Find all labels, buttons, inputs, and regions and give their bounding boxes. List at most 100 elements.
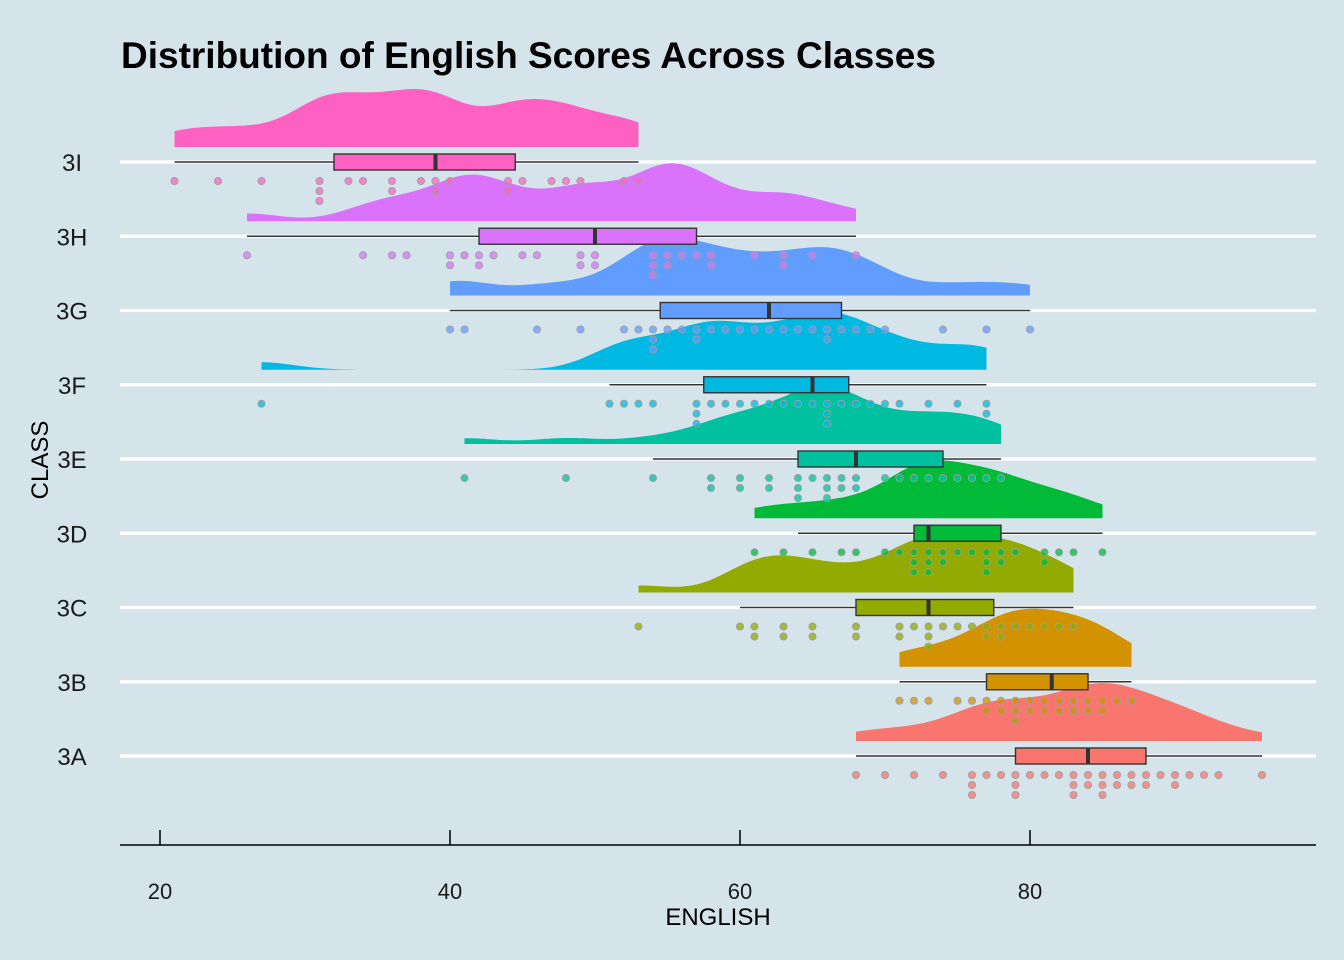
data-point-3e-20: [880, 473, 890, 483]
data-point-3a-15: [1069, 770, 1078, 780]
data-point-3a-22: [1098, 790, 1107, 800]
data-point-3d-13: [938, 548, 948, 557]
data-point-3b-14: [1040, 696, 1049, 705]
data-point-3i-3: [315, 176, 324, 186]
data-point-3c-21: [996, 622, 1006, 631]
data-point-3b-13: [1025, 706, 1035, 715]
density-cloud-3e: [464, 386, 1001, 444]
data-point-3g-11: [692, 325, 701, 334]
data-point-3h-23: [706, 251, 716, 260]
data-point-3b-9: [1011, 696, 1020, 705]
data-point-3h-17: [648, 261, 658, 270]
data-point-3g-21: [822, 325, 832, 334]
data-point-3c-18: [967, 622, 977, 631]
data-point-3g-15: [735, 325, 745, 334]
data-point-3h-8: [474, 261, 484, 270]
data-point-3b-19: [1069, 706, 1078, 715]
data-point-3a-19: [1083, 780, 1093, 790]
data-point-3a-27: [1141, 770, 1151, 780]
data-point-3c-17: [953, 622, 962, 631]
data-point-3e-12: [808, 473, 817, 483]
data-point-3f-1: [605, 399, 614, 408]
data-point-3b-23: [1098, 706, 1107, 715]
box-3d: [913, 524, 1002, 542]
data-point-3c-20: [982, 632, 991, 641]
y-axis-label: CLASS: [27, 421, 54, 500]
data-point-3a-10: [1011, 780, 1020, 790]
data-point-3f-20: [851, 399, 861, 408]
data-point-3e-4: [706, 483, 716, 493]
data-point-3h-24: [706, 261, 716, 270]
data-point-3h-14: [590, 251, 600, 260]
data-point-3a-17: [1069, 790, 1078, 800]
data-point-3a-1: [880, 770, 890, 780]
data-point-3c-12: [909, 622, 919, 631]
data-point-3i-6: [344, 176, 353, 186]
density-clouds: [174, 89, 1262, 741]
data-point-3i-16: [518, 176, 527, 186]
data-point-3e-23: [924, 473, 933, 483]
density-cloud-3c: [638, 534, 1074, 593]
data-point-3a-4: [967, 770, 977, 780]
data-point-3f-8: [706, 399, 716, 408]
data-point-3c-25: [1040, 622, 1049, 631]
data-point-3i-14: [503, 176, 513, 186]
data-point-3d-6: [895, 548, 904, 557]
data-point-3e-24: [938, 473, 948, 483]
data-point-3c-26: [1054, 622, 1064, 631]
data-point-3b-4: [967, 696, 977, 705]
data-point-3b-5: [982, 696, 991, 705]
data-point-3d-11: [924, 558, 933, 567]
data-point-3d-20: [996, 548, 1006, 557]
data-point-3b-20: [1083, 696, 1093, 705]
data-point-3e-25: [953, 473, 962, 483]
y-tick-label-3c: 3C: [57, 596, 88, 623]
data-point-3f-18: [822, 419, 832, 428]
data-point-3g-16: [750, 325, 759, 334]
data-point-3b-25: [1127, 696, 1136, 705]
data-point-3g-4: [619, 325, 629, 334]
data-point-3a-14: [1054, 770, 1064, 780]
data-point-3d-2: [808, 548, 817, 557]
data-point-3c-24: [1025, 622, 1035, 631]
data-point-3c-23: [1011, 622, 1020, 631]
data-point-3h-9: [489, 251, 498, 260]
data-point-3i-11: [431, 176, 440, 186]
data-point-3f-23: [895, 399, 904, 408]
data-point-3f-11: [750, 399, 759, 408]
data-point-3d-5: [880, 548, 890, 557]
data-point-3i-19: [576, 176, 585, 186]
data-point-3i-17: [547, 176, 556, 186]
data-point-3a-7: [982, 770, 991, 780]
data-point-3b-3: [953, 696, 962, 705]
y-tick-label-3b: 3B: [57, 670, 86, 697]
data-point-3g-12: [692, 335, 701, 344]
data-point-3f-7: [692, 419, 701, 428]
data-point-3f-17: [822, 409, 832, 418]
data-point-3f-27: [982, 409, 991, 418]
data-point-3e-28: [996, 473, 1006, 483]
data-point-3b-7: [996, 696, 1006, 705]
data-point-3g-0: [445, 325, 455, 334]
data-point-3e-26: [967, 473, 977, 483]
data-point-3e-17: [837, 483, 846, 493]
data-point-3h-27: [779, 261, 788, 270]
data-point-3h-18: [648, 271, 658, 280]
data-point-3h-12: [576, 251, 585, 260]
data-point-3a-12: [1025, 770, 1035, 780]
data-point-3g-14: [721, 325, 730, 334]
data-point-3c-5: [779, 632, 788, 641]
data-point-3e-15: [822, 493, 832, 503]
data-point-3g-27: [938, 325, 948, 334]
data-point-3g-18: [779, 325, 788, 334]
data-point-3i-13: [445, 176, 455, 186]
box-3b: [985, 673, 1089, 691]
data-point-3e-7: [764, 473, 774, 483]
y-tick-label-3g: 3G: [56, 299, 88, 326]
data-point-3b-8: [996, 706, 1006, 715]
data-point-3c-15: [924, 642, 933, 651]
data-point-3d-27: [1098, 548, 1107, 557]
data-point-3h-10: [518, 251, 527, 260]
data-point-3e-21: [895, 473, 904, 483]
data-point-3f-10: [735, 399, 745, 408]
